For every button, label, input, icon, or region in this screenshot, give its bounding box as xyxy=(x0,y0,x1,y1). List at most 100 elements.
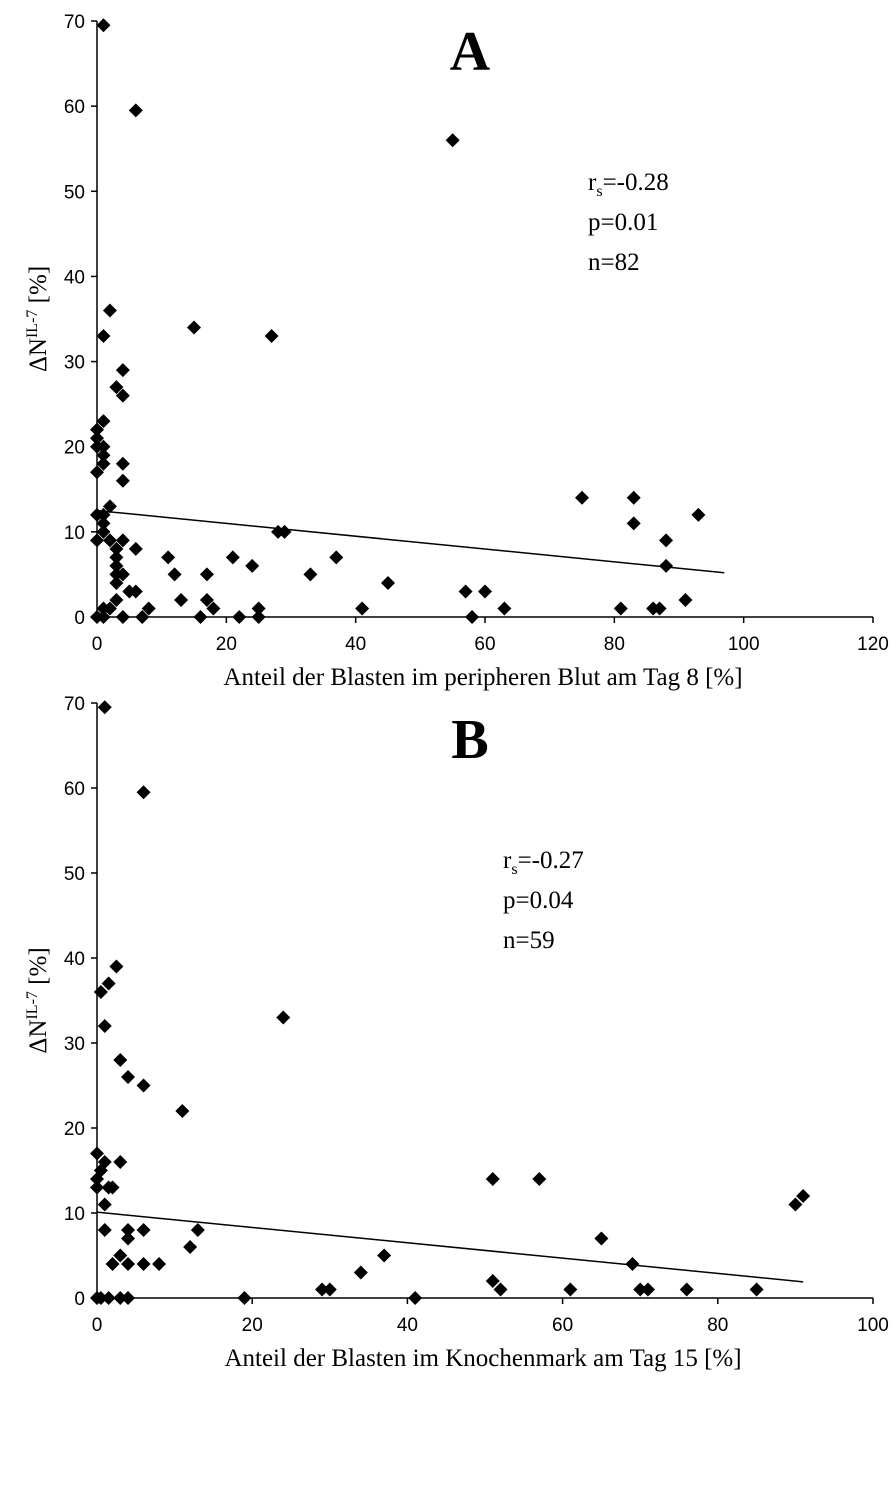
data-point xyxy=(90,431,104,446)
annotation: n=59 xyxy=(503,927,555,954)
data-point xyxy=(167,567,182,582)
data-point xyxy=(96,18,111,33)
data-point xyxy=(121,1223,136,1237)
data-point xyxy=(329,550,344,565)
data-point xyxy=(381,575,395,590)
data-point xyxy=(105,1180,120,1195)
data-point xyxy=(175,1104,190,1118)
annotation: n=82 xyxy=(588,249,640,276)
x-tick-label: 60 xyxy=(474,634,495,655)
y-tick-label: 50 xyxy=(64,182,85,203)
y-tick-label: 40 xyxy=(64,267,85,288)
data-point xyxy=(97,1019,112,1033)
data-point xyxy=(303,567,318,582)
y-tick-label: 30 xyxy=(64,353,85,374)
data-point xyxy=(788,1197,803,1212)
y-tick-label: 0 xyxy=(74,608,85,629)
data-point xyxy=(97,1223,112,1237)
data-point xyxy=(102,499,117,514)
y-label-sup: IL-7 xyxy=(24,310,41,338)
data-point xyxy=(152,1257,167,1271)
x-tick-label: 0 xyxy=(92,634,103,655)
data-point xyxy=(128,103,143,118)
y-tick-label: 60 xyxy=(64,97,85,118)
data-point xyxy=(115,456,130,471)
data-point xyxy=(136,1078,151,1093)
data-point xyxy=(563,1282,578,1297)
data-point xyxy=(199,567,214,582)
data-point xyxy=(199,592,214,607)
data-point xyxy=(96,507,111,522)
y-tick-label: 10 xyxy=(64,1204,85,1225)
data-point xyxy=(136,1257,151,1271)
data-point xyxy=(115,363,130,378)
data-point xyxy=(353,1265,368,1280)
data-point xyxy=(97,1197,112,1212)
annotation: p=0.01 xyxy=(588,209,658,236)
data-point xyxy=(121,1291,136,1305)
data-point xyxy=(225,550,240,565)
trend-line xyxy=(96,509,725,574)
y-axis-label: ΔNIL-7 [%] xyxy=(24,266,52,372)
data-point xyxy=(251,601,266,616)
data-point xyxy=(613,601,628,616)
data-point xyxy=(128,541,143,556)
data-point xyxy=(315,1282,330,1297)
data-point xyxy=(493,1282,508,1297)
y-tick-label: 60 xyxy=(64,779,85,800)
data-point xyxy=(96,414,111,429)
data-point xyxy=(626,490,641,505)
data-point xyxy=(90,1172,104,1186)
annotation: p=0.04 xyxy=(503,887,574,914)
data-point xyxy=(97,700,112,715)
trend-line xyxy=(96,1211,804,1283)
x-tick-label: 20 xyxy=(242,1315,263,1336)
data-point xyxy=(193,610,208,624)
data-point xyxy=(174,592,189,607)
data-point xyxy=(128,584,143,599)
data-point xyxy=(190,1223,205,1237)
data-point xyxy=(796,1189,811,1203)
panel-label: B xyxy=(451,709,488,771)
x-tick-label: 40 xyxy=(345,634,366,655)
data-point xyxy=(90,1146,104,1161)
data-point xyxy=(691,507,706,522)
y-label-rest: [%] xyxy=(25,947,52,991)
y-tick-label: 20 xyxy=(64,438,85,459)
data-point xyxy=(594,1231,609,1246)
data-point xyxy=(113,1053,128,1067)
y-label-sup: IL-7 xyxy=(24,991,41,1019)
data-point xyxy=(90,1180,104,1195)
annotation-text: p=0.04 xyxy=(503,887,574,914)
annotation: rs=-0.27 xyxy=(503,847,584,878)
y-label-main: ΔN xyxy=(25,1020,52,1054)
data-point xyxy=(113,1155,128,1169)
data-point xyxy=(445,133,460,148)
data-point xyxy=(109,959,124,974)
x-tick-label: 0 xyxy=(92,1315,103,1336)
y-tick-label: 70 xyxy=(64,12,85,33)
data-point xyxy=(206,601,221,616)
data-point xyxy=(96,329,111,344)
data-point xyxy=(237,1291,252,1305)
y-tick-label: 0 xyxy=(74,1289,85,1310)
data-point xyxy=(633,1282,648,1297)
y-label-rest: [%] xyxy=(25,266,52,310)
data-point xyxy=(96,439,111,454)
data-point xyxy=(749,1282,764,1297)
annotation-text: r xyxy=(503,847,512,874)
y-tick-label: 10 xyxy=(64,523,85,544)
data-point xyxy=(96,516,111,531)
data-point xyxy=(96,524,111,539)
data-point xyxy=(141,601,156,616)
data-point xyxy=(96,601,111,616)
data-point xyxy=(109,541,124,556)
data-point xyxy=(115,533,130,548)
data-point xyxy=(497,601,512,616)
x-tick-label: 80 xyxy=(604,634,625,655)
data-point xyxy=(115,610,130,624)
data-point xyxy=(161,550,176,565)
x-axis-label: Anteil der Blasten im peripheren Blut am… xyxy=(223,664,742,691)
data-point xyxy=(264,329,279,344)
